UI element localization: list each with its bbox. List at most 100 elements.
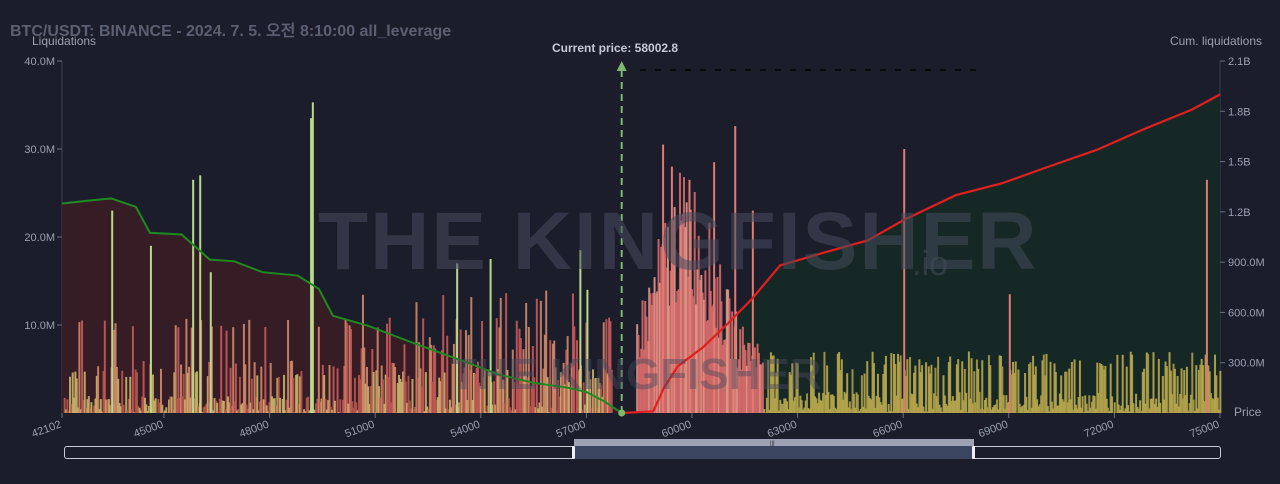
bar: [771, 355, 774, 413]
bar: [693, 192, 696, 413]
bar: [1212, 399, 1215, 413]
bar: [1089, 407, 1092, 413]
bar: [495, 318, 498, 413]
bar: [945, 403, 948, 413]
bar: [400, 382, 403, 413]
bar: [868, 398, 871, 413]
bar: [69, 376, 72, 413]
grip-icon[interactable]: |||: [770, 441, 775, 447]
bar: [98, 408, 101, 413]
bar: [557, 379, 560, 413]
bar: [1108, 411, 1111, 413]
bar: [93, 405, 96, 413]
bar: [297, 403, 300, 413]
bar: [779, 399, 782, 413]
bar: [419, 368, 422, 413]
bar: [728, 298, 731, 413]
bar: [810, 357, 813, 413]
bar: [1069, 399, 1072, 413]
bar: [218, 398, 221, 413]
bar: [966, 412, 969, 413]
bar: [763, 408, 766, 413]
bar: [1123, 411, 1126, 413]
bar: [1014, 361, 1017, 413]
bar: [811, 364, 814, 413]
bar: [609, 321, 612, 413]
bar: [1097, 392, 1100, 413]
bar: [331, 409, 334, 413]
bar: [871, 351, 874, 413]
bar: [1107, 407, 1110, 413]
bar: [641, 300, 644, 413]
bar: [961, 361, 964, 413]
bar: [823, 351, 826, 413]
range-handle-right[interactable]: [972, 446, 975, 459]
bar: [293, 412, 296, 413]
bar: [189, 397, 192, 413]
bar: [863, 373, 866, 413]
bar: [482, 376, 485, 413]
bar: [851, 369, 854, 413]
bar: [166, 412, 169, 413]
bar: [725, 289, 728, 413]
bar: [652, 292, 655, 413]
bar: [549, 340, 552, 413]
bar: [1119, 409, 1122, 413]
bar: [1013, 373, 1016, 413]
bar: [1058, 393, 1061, 413]
bar: [969, 398, 972, 413]
y-tick-label: 20.0M: [24, 232, 55, 244]
bar: [451, 363, 454, 413]
bar: [672, 220, 675, 413]
bar: [315, 403, 318, 413]
bar: [563, 384, 566, 413]
bar: [1211, 398, 1214, 413]
short-cum-area: [621, 94, 1220, 414]
bar: [281, 398, 284, 413]
bar: [898, 361, 901, 413]
bar: [691, 289, 694, 413]
bar: [673, 207, 676, 413]
range-window[interactable]: [574, 439, 974, 459]
bar: [925, 362, 928, 413]
bar: [316, 398, 319, 413]
bar: [1176, 376, 1179, 413]
x-tick-label: 45000: [132, 419, 165, 441]
bar: [974, 402, 977, 413]
bar: [638, 357, 641, 413]
range-handle-left[interactable]: [572, 446, 575, 459]
bar: [450, 407, 453, 413]
bar: [981, 360, 984, 413]
bar: [499, 297, 502, 413]
bar: [249, 402, 252, 413]
bar: [597, 377, 600, 413]
y2-tick-label: 1.2B: [1228, 207, 1251, 219]
bar: [361, 294, 364, 413]
bar: [411, 378, 414, 413]
bar: [422, 318, 425, 413]
bar: [744, 350, 747, 413]
bar: [1024, 373, 1027, 413]
bar: [1204, 354, 1207, 413]
bar: [1038, 404, 1041, 413]
bar: [1121, 354, 1124, 413]
bar: [832, 395, 835, 413]
bar: [206, 376, 209, 413]
bar: [946, 405, 949, 413]
bar: [1163, 399, 1166, 413]
bar: [731, 311, 734, 413]
bar: [201, 411, 204, 413]
major-bar: [662, 144, 665, 413]
bar: [1012, 361, 1015, 413]
bar: [254, 396, 257, 413]
bar: [990, 409, 993, 413]
bar: [765, 397, 768, 413]
bar: [300, 371, 303, 413]
bar: [658, 282, 661, 413]
bar: [792, 400, 795, 413]
bar: [521, 379, 524, 413]
bar: [858, 410, 861, 413]
bar: [864, 408, 867, 413]
bar: [507, 398, 510, 413]
bar: [1171, 394, 1174, 413]
